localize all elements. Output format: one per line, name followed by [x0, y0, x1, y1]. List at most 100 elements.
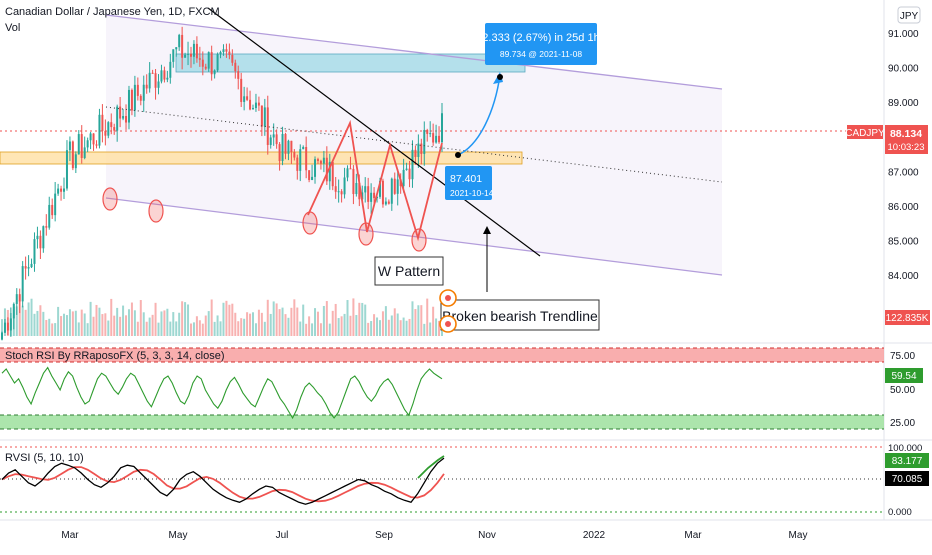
volume-bar: [355, 315, 358, 336]
overbought-band: [0, 348, 884, 362]
bearish-trendline[interactable]: [207, 7, 541, 257]
volume-bar: [104, 313, 107, 336]
candle-body: [127, 89, 130, 123]
volume-bar: [98, 307, 101, 336]
volume-bar: [358, 302, 361, 336]
point-label-box[interactable]: [445, 166, 492, 200]
volume-bar: [376, 317, 379, 336]
broken-trendline-callout[interactable]: [440, 299, 600, 331]
candle-body: [130, 89, 133, 111]
candle-body: [237, 71, 240, 79]
channel-lower-line[interactable]: [105, 197, 723, 276]
volume-value: 122.835K: [886, 313, 929, 324]
candle-body: [181, 34, 184, 58]
point-label-date: 2021-10-14: [450, 188, 494, 198]
volume-bar: [130, 302, 133, 336]
candle-body: [269, 137, 272, 145]
last-price-tag: [885, 125, 928, 154]
volume-bar: [331, 310, 334, 336]
volume-bar: [432, 306, 435, 336]
candle-body: [57, 188, 60, 194]
measure-label-box[interactable]: [485, 23, 597, 65]
rvsi-fast-line: [1, 457, 445, 505]
candle-body: [145, 84, 148, 89]
candle-body: [6, 322, 9, 331]
warning-icon[interactable]: [439, 315, 457, 333]
volume-bar: [266, 299, 269, 336]
volume-bar: [340, 316, 343, 336]
volume-bar: [272, 301, 275, 336]
candle-body: [113, 127, 116, 131]
volume-bar: [346, 300, 349, 336]
volume-bar: [187, 304, 190, 336]
candle-body: [77, 134, 80, 155]
volume-bar: [405, 320, 408, 336]
rvsi-tick: 100.000: [888, 443, 922, 454]
candle-body: [287, 140, 290, 154]
candle-body: [154, 73, 157, 88]
last-price: 88.134: [890, 128, 922, 140]
candle-body: [166, 77, 169, 80]
volume-bar: [423, 323, 426, 336]
volume-value-tag: [885, 310, 930, 325]
time-tick: May: [789, 530, 808, 541]
volume-bar: [39, 305, 42, 336]
time-tick: Nov: [478, 530, 496, 541]
rvsi-value-tag: [885, 471, 929, 486]
candle-body: [302, 147, 305, 150]
projection-end-point[interactable]: [497, 74, 503, 80]
candle-body: [349, 168, 352, 170]
projection-start-point[interactable]: [455, 152, 461, 158]
candle-body: [334, 186, 337, 192]
volume-bar: [101, 314, 104, 336]
candle-body: [9, 318, 12, 331]
w-pattern-callout[interactable]: [374, 256, 444, 286]
volume-bar: [414, 309, 417, 336]
candle-body: [234, 62, 237, 72]
candle-body: [358, 182, 361, 200]
candle-body: [27, 267, 30, 269]
candle-body: [142, 84, 145, 101]
time-axis[interactable]: Mar May Jul Sep Nov 2022 Mar May: [61, 530, 807, 541]
volume-bar: [299, 321, 302, 336]
channel-upper-line[interactable]: [105, 14, 723, 90]
candle-body: [207, 52, 210, 69]
volume-bar: [63, 313, 66, 336]
candle-body: [308, 170, 311, 180]
symbol-tag: [847, 125, 883, 139]
candle-body: [175, 47, 178, 50]
symbol-tag-label: CADJPY: [845, 128, 885, 139]
price-axis[interactable]: 91.00090.00089.00088.00087.00086.00085.0…: [888, 29, 919, 282]
candle-body: [343, 177, 346, 195]
w-pattern-line: [307, 119, 443, 242]
volume-bar: [77, 322, 80, 336]
volume-bar: [319, 323, 322, 336]
resistance-zone: [175, 53, 526, 73]
candle-body: [80, 134, 83, 158]
volume-bar: [30, 298, 33, 336]
candle-body: [42, 226, 45, 249]
volume-bar: [426, 298, 429, 336]
volume-bar: [80, 309, 83, 336]
volume-bar: [243, 318, 246, 336]
candle-body: [110, 122, 113, 128]
w-pattern-text: W Pattern: [378, 263, 440, 279]
volume-bar: [381, 311, 384, 336]
volume-bar: [151, 314, 154, 336]
candle-body: [352, 168, 355, 195]
candle-body: [54, 193, 57, 216]
volume-bar: [420, 305, 423, 336]
stoch-rsi-pane: [0, 347, 884, 430]
stoch-rsi-line: [1, 366, 443, 420]
rvsi-slow-line: [1, 466, 445, 503]
candle-body: [222, 49, 225, 53]
currency-button-label: JPY: [900, 11, 919, 22]
volume-bar: [252, 312, 255, 336]
candle-body: [240, 78, 243, 102]
currency-button[interactable]: [897, 6, 921, 24]
candle-body: [254, 102, 257, 109]
volume-bar: [275, 303, 278, 336]
volume-bar: [216, 315, 219, 336]
warning-icon[interactable]: [439, 289, 457, 307]
